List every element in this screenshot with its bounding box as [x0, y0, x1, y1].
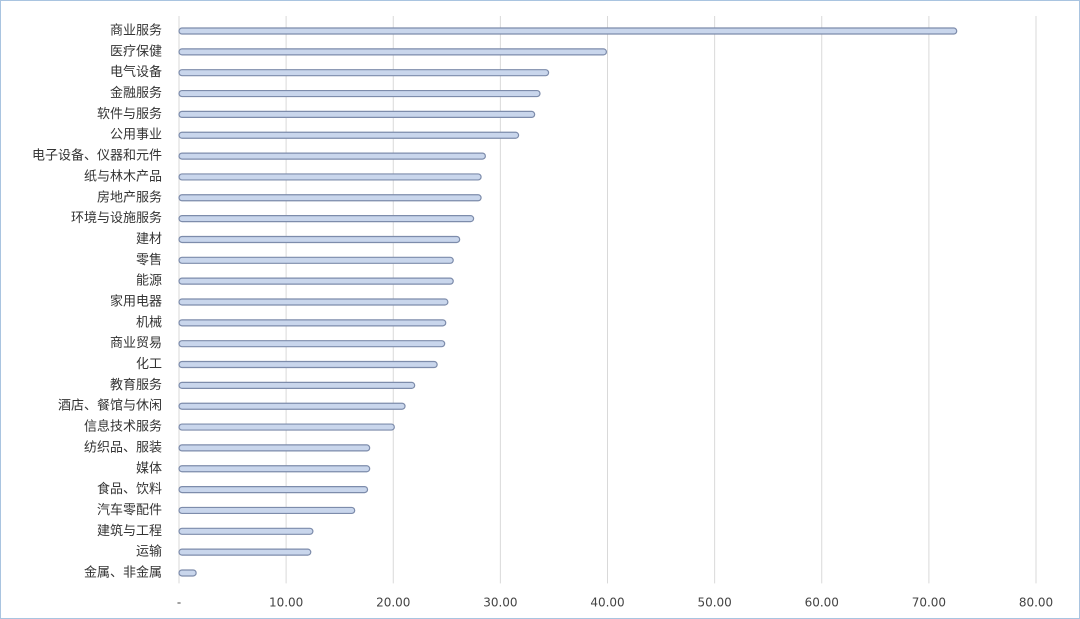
y-tick-label: 教育服务 [110, 377, 162, 393]
bar [178, 277, 454, 285]
bar [178, 486, 369, 494]
y-tick-label: 电气设备 [110, 64, 162, 80]
y-tick-label: 金融服务 [110, 85, 162, 101]
y-tick-label: 酒店、餐馆与休闲 [58, 398, 162, 414]
x-tick-label: 40.00 [590, 596, 624, 610]
y-tick-label: 电子设备、仪器和元件 [32, 148, 162, 164]
y-tick-label: 机械 [136, 315, 162, 330]
y-tick-label: 建材 [136, 232, 162, 247]
bar [178, 340, 446, 348]
bar [178, 194, 482, 202]
y-tick-label: 能源 [136, 274, 162, 289]
bar [178, 89, 541, 98]
y-tick-label: 房地产服务 [97, 189, 162, 205]
y-tick-label: 商业服务 [110, 23, 162, 39]
y-tick-label: 医疗保健 [110, 44, 162, 59]
bar [178, 110, 536, 119]
y-tick-label: 零售 [136, 252, 162, 268]
bar [178, 27, 958, 35]
y-tick-label: 运输 [136, 544, 162, 560]
x-tick-label: 50.00 [697, 596, 731, 610]
x-tick-label: 80.00 [1019, 596, 1053, 610]
y-tick-label: 信息技术服务 [84, 419, 162, 435]
bar [178, 360, 438, 369]
bar [178, 569, 197, 577]
bar [178, 423, 395, 431]
y-tick-label: 食品、饮料 [97, 481, 162, 497]
x-tick-label: 20.00 [376, 596, 410, 610]
bar [178, 215, 475, 223]
x-tick-label: 60.00 [805, 596, 839, 610]
y-tick-label: 化工 [136, 357, 162, 372]
y-tick-label: 纺织品、服装 [84, 440, 162, 455]
bar [178, 298, 449, 306]
bar [178, 69, 550, 77]
y-tick-label: 软件与服务 [97, 106, 162, 122]
bar [178, 444, 371, 452]
y-tick-label: 金属、非金属 [84, 564, 162, 580]
bar [178, 465, 371, 473]
bar [178, 527, 314, 535]
y-tick-label: 商业贸易 [110, 336, 162, 351]
bar [178, 548, 312, 556]
bar [178, 402, 406, 410]
bar [178, 319, 447, 327]
y-tick-label: 建筑与工程 [97, 523, 162, 539]
bar [178, 235, 461, 244]
x-tick-label: 30.00 [483, 596, 517, 610]
bar [178, 506, 356, 515]
bar [178, 131, 520, 139]
y-tick-label: 媒体 [136, 461, 162, 476]
bar [178, 152, 486, 160]
x-tick-label: 70.00 [912, 596, 946, 610]
y-tick-label: 公用事业 [110, 128, 162, 143]
y-tick-label: 环境与设施服务 [71, 210, 162, 226]
bar [178, 256, 454, 264]
x-tick-label: - [177, 596, 181, 610]
x-tick-label: 10.00 [269, 596, 303, 610]
bar [178, 381, 416, 389]
y-tick-label: 汽车零配件 [97, 502, 162, 518]
bar [178, 173, 482, 181]
y-tick-label: 纸与林木产品 [84, 169, 162, 184]
bar [178, 48, 608, 56]
y-tick-label: 家用电器 [110, 294, 162, 310]
